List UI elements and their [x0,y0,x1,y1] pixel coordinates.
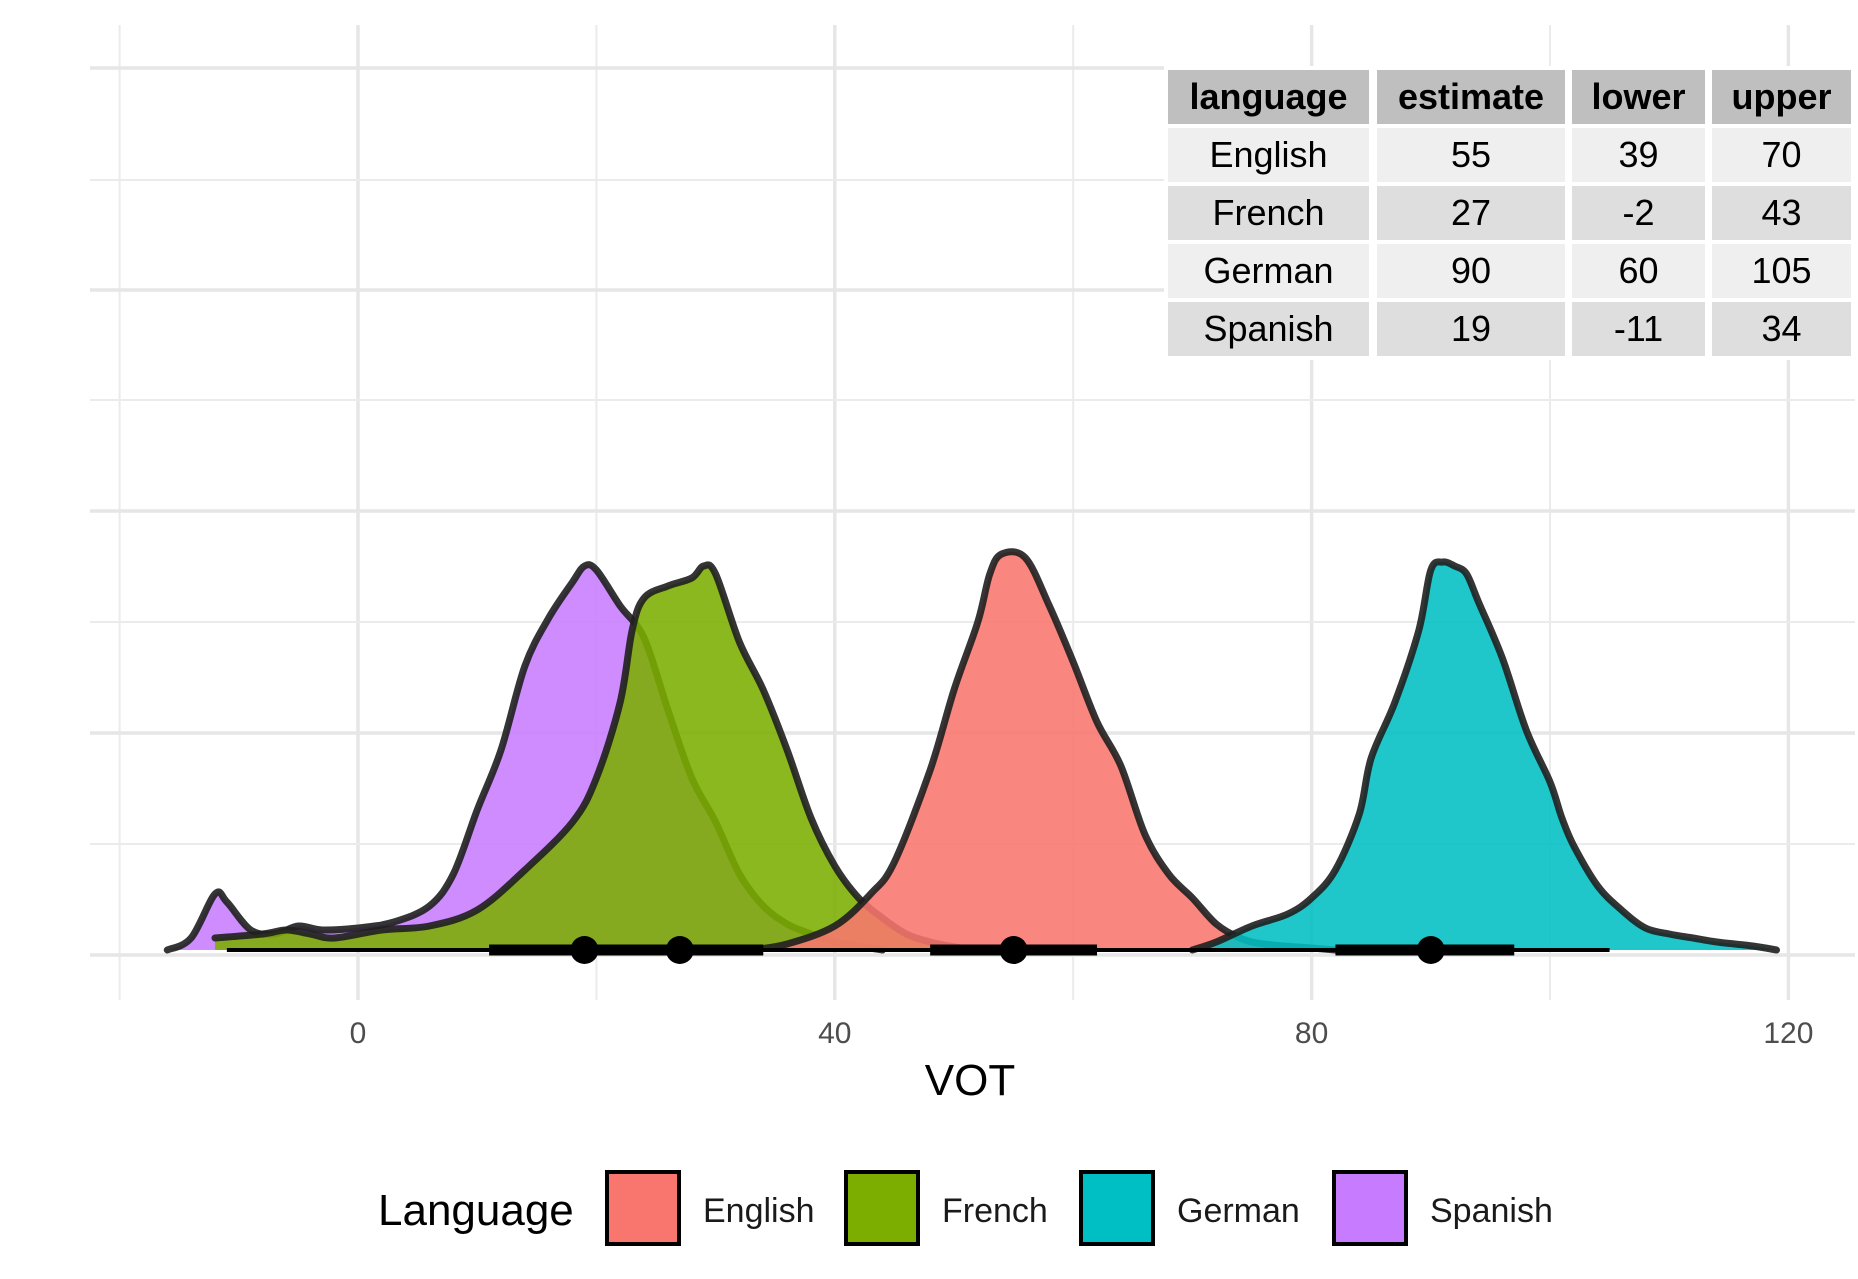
point-estimate-english [999,936,1028,964]
table-cell: 60 [1618,250,1658,291]
table-cell-bg [1164,298,1373,360]
density-area-english [751,551,1336,950]
legend-key-english [605,1170,681,1246]
table-header-lower: lower [1591,76,1685,117]
table-cell: -11 [1614,308,1663,349]
legend-label-french: French [942,1192,1048,1230]
density-layer [163,548,1780,954]
table-header-cell [1568,66,1709,128]
density-line-german [1188,558,1780,954]
table-cell-bg [1568,298,1709,360]
table-cell-bg [1373,298,1569,360]
table-cell: English [1209,134,1327,175]
table-cell: 70 [1761,134,1801,175]
table-cell: 105 [1751,250,1811,291]
legend-key-german [1079,1170,1155,1246]
table-header-estimate: estimate [1398,76,1544,117]
table-header-cell [1164,66,1373,128]
x-tick-label: 0 [350,1017,367,1050]
table-cell: 39 [1618,134,1658,175]
density-area-german [1192,561,1777,950]
legend-key-spanish [1332,1170,1408,1246]
legend-label-german: German [1177,1192,1300,1230]
table-header-language: language [1189,76,1347,117]
x-tick-label: 120 [1763,1017,1813,1050]
x-tick-label: 80 [1295,1017,1328,1050]
legend: Language English French German Spanish [378,1170,1553,1246]
point-estimate-german [1416,936,1445,964]
table-cell: 27 [1451,192,1491,233]
density-area-french [214,564,978,950]
table-header-upper: upper [1731,76,1831,117]
point-estimate-spanish [570,936,599,964]
table-cell-bg [1708,124,1855,186]
legend-title: Language [378,1186,574,1235]
interval-layer [226,936,1610,964]
table-cell-bg [1708,298,1855,360]
table-cell: 19 [1451,308,1491,349]
table-cell-bg [1164,182,1373,244]
legend-key-french [844,1170,920,1246]
legend-label-english: English [703,1192,815,1230]
table-cell-bg [1164,124,1373,186]
table-cell: 34 [1761,308,1801,349]
x-tick-label: 40 [818,1017,851,1050]
x-axis-title: VOT [925,1056,1015,1105]
table-cell-bg [1373,182,1569,244]
table-cell: 55 [1451,134,1491,175]
table-cell-bg [1568,124,1709,186]
summary-table: language estimate lower upper English 55 39 70 F… [1164,66,1855,360]
legend-label-spanish: Spanish [1430,1192,1553,1230]
table-cell: 90 [1451,250,1491,291]
table-cell: -2 [1622,192,1654,233]
table-header-cell [1708,66,1855,128]
density-line-english [747,548,1339,954]
table-cell: Spanish [1203,308,1333,349]
table-cell: French [1212,192,1324,233]
table-cell-bg [1708,182,1855,244]
point-estimate-french [665,936,694,964]
table-cell: 43 [1761,192,1801,233]
table-cell-bg [1568,182,1709,244]
table-cell: German [1203,250,1333,291]
x-axis: 0 40 80 120 [350,1017,1814,1050]
